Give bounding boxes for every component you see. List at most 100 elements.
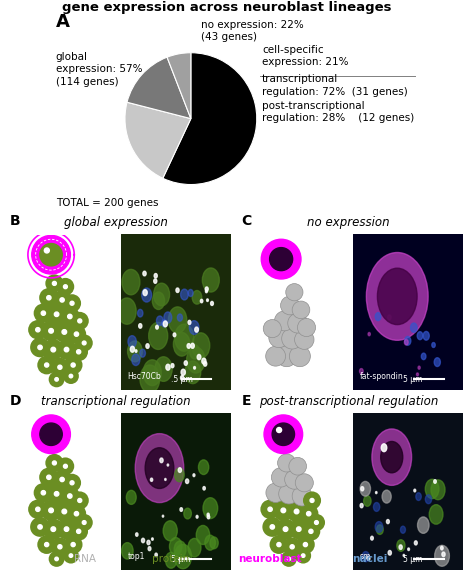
Circle shape xyxy=(46,274,64,292)
Circle shape xyxy=(286,284,303,301)
Circle shape xyxy=(263,517,282,537)
Text: global
expression: 57%
(114 genes): global expression: 57% (114 genes) xyxy=(56,52,142,87)
Circle shape xyxy=(180,508,182,511)
Circle shape xyxy=(69,554,73,557)
Circle shape xyxy=(152,538,153,540)
Circle shape xyxy=(82,341,86,345)
Circle shape xyxy=(185,361,201,384)
Circle shape xyxy=(270,525,274,529)
Circle shape xyxy=(286,501,307,522)
Circle shape xyxy=(315,520,319,524)
Circle shape xyxy=(416,492,421,500)
Circle shape xyxy=(203,498,218,519)
Circle shape xyxy=(36,507,40,511)
Circle shape xyxy=(442,552,445,557)
Circle shape xyxy=(62,509,67,514)
Circle shape xyxy=(63,294,81,312)
Circle shape xyxy=(41,311,46,315)
Circle shape xyxy=(374,503,380,511)
Circle shape xyxy=(45,363,49,367)
Circle shape xyxy=(404,340,408,345)
Circle shape xyxy=(118,298,136,324)
Circle shape xyxy=(174,541,186,558)
Circle shape xyxy=(289,519,309,539)
Circle shape xyxy=(49,372,64,388)
Circle shape xyxy=(155,553,157,556)
Circle shape xyxy=(366,253,428,340)
Circle shape xyxy=(136,533,138,536)
Circle shape xyxy=(375,491,377,494)
Circle shape xyxy=(418,517,429,534)
Wedge shape xyxy=(127,57,191,119)
Wedge shape xyxy=(167,53,191,119)
Circle shape xyxy=(56,278,74,295)
Circle shape xyxy=(388,315,391,320)
Circle shape xyxy=(68,494,72,498)
Circle shape xyxy=(69,374,73,378)
Circle shape xyxy=(195,327,199,332)
Circle shape xyxy=(71,543,75,547)
Circle shape xyxy=(303,491,321,510)
Circle shape xyxy=(28,320,47,340)
Circle shape xyxy=(296,535,315,554)
Circle shape xyxy=(143,290,147,296)
Circle shape xyxy=(292,301,310,319)
Circle shape xyxy=(78,319,82,323)
Circle shape xyxy=(41,491,46,495)
Circle shape xyxy=(68,314,72,319)
Circle shape xyxy=(362,552,369,561)
Circle shape xyxy=(203,361,207,366)
Circle shape xyxy=(165,552,177,568)
Circle shape xyxy=(77,530,81,534)
Circle shape xyxy=(375,312,381,320)
Circle shape xyxy=(386,519,389,524)
Circle shape xyxy=(431,480,445,500)
Text: cell-specific
expression: 21%: cell-specific expression: 21% xyxy=(262,45,348,67)
Circle shape xyxy=(361,487,364,491)
Circle shape xyxy=(289,457,307,475)
Circle shape xyxy=(63,368,79,384)
Circle shape xyxy=(281,551,297,567)
Text: gene expression across neuroblast lineages: gene expression across neuroblast lineag… xyxy=(63,1,392,14)
Circle shape xyxy=(36,328,40,332)
Circle shape xyxy=(372,429,411,486)
Circle shape xyxy=(154,283,170,306)
Circle shape xyxy=(40,423,62,445)
Circle shape xyxy=(37,356,56,374)
Text: .5 μm: .5 μm xyxy=(171,375,192,384)
Circle shape xyxy=(34,303,53,323)
Circle shape xyxy=(67,324,86,344)
Circle shape xyxy=(294,330,314,349)
Circle shape xyxy=(54,501,75,522)
Circle shape xyxy=(64,356,82,374)
Circle shape xyxy=(376,525,383,535)
Circle shape xyxy=(283,538,301,556)
Circle shape xyxy=(187,344,191,348)
Circle shape xyxy=(70,481,74,485)
Circle shape xyxy=(58,365,62,369)
Circle shape xyxy=(184,508,191,519)
Circle shape xyxy=(49,508,54,512)
Circle shape xyxy=(41,320,62,341)
Circle shape xyxy=(53,461,56,465)
Text: fat-spondin: fat-spondin xyxy=(360,372,403,381)
Circle shape xyxy=(307,511,311,516)
Circle shape xyxy=(203,487,205,490)
Circle shape xyxy=(188,320,191,324)
Circle shape xyxy=(417,373,419,376)
Circle shape xyxy=(64,465,67,468)
Circle shape xyxy=(194,367,195,369)
Circle shape xyxy=(382,490,391,503)
Circle shape xyxy=(196,526,210,544)
Circle shape xyxy=(173,333,176,337)
Circle shape xyxy=(164,312,172,323)
Circle shape xyxy=(55,377,58,381)
Circle shape xyxy=(53,290,72,310)
Circle shape xyxy=(143,360,161,385)
Circle shape xyxy=(272,423,294,445)
Circle shape xyxy=(75,514,93,531)
Circle shape xyxy=(74,332,79,336)
Circle shape xyxy=(440,546,443,550)
Circle shape xyxy=(268,507,272,511)
Circle shape xyxy=(152,292,164,310)
